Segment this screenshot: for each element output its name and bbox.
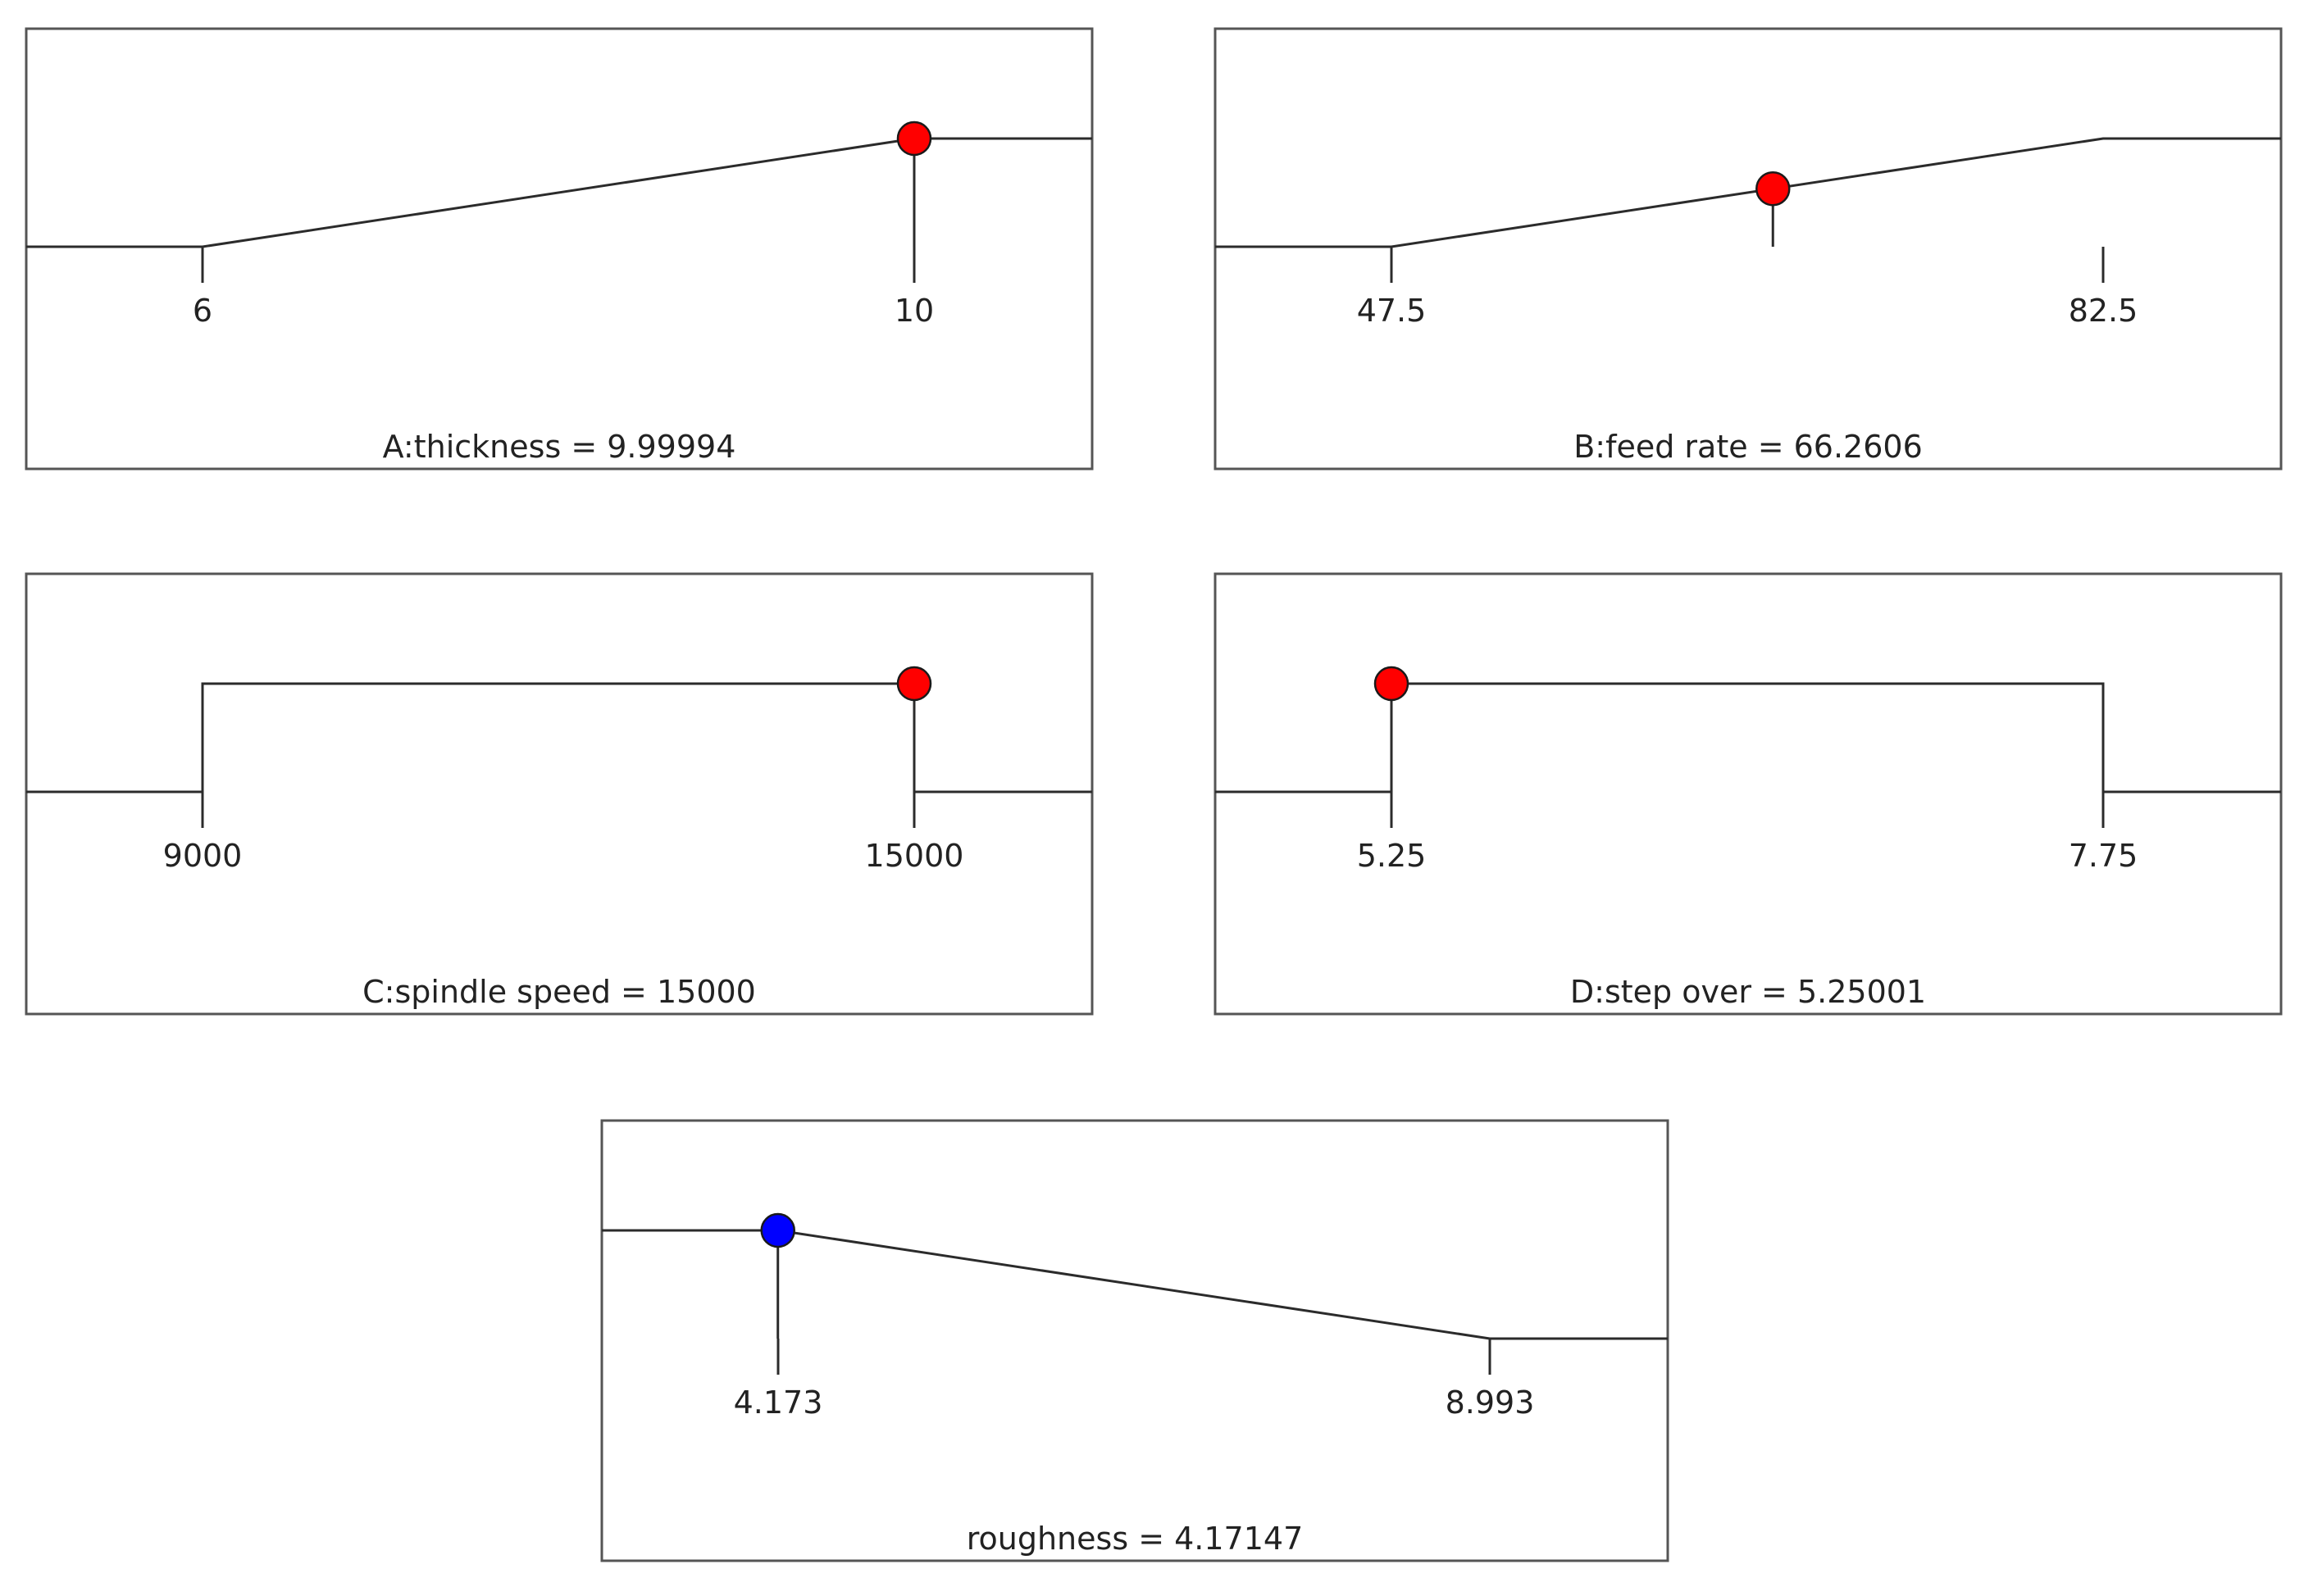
- step-over-high-tick-label: 7.75: [2069, 838, 2138, 874]
- feed-rate-panel-frame: [1213, 27, 2283, 471]
- feed-rate-desirability-line: [1215, 137, 2281, 248]
- thickness-desirability-line: [26, 137, 1092, 248]
- roughness-current-marker: [760, 1212, 795, 1248]
- spindle-speed-current-marker: [896, 666, 932, 702]
- feed-rate-low-tick-label: 47.5: [1357, 293, 1427, 329]
- thickness-panel-frame: [25, 27, 1094, 471]
- spindle-speed-desirability-line: [26, 682, 1092, 793]
- step-over-caption: D:step over = 5.25001: [1570, 974, 1926, 1010]
- roughness-low-tick-label: 4.173: [734, 1385, 823, 1421]
- step-over-desirability-line: [1215, 682, 2281, 793]
- roughness-panel-frame: [600, 1119, 1669, 1562]
- thickness-high-tick-label: 10: [895, 293, 934, 329]
- roughness-desirability-line: [602, 1229, 1668, 1340]
- roughness-high-tick-label: 8.993: [1446, 1385, 1535, 1421]
- thickness-low-tick-label: 6: [193, 293, 212, 329]
- thickness-caption: A:thickness = 9.99994: [383, 429, 736, 465]
- feed-rate-current-marker: [1755, 171, 1791, 207]
- step-over-panel-frame: [1213, 572, 2283, 1016]
- step-over-low-tick-label: 5.25: [1357, 838, 1427, 874]
- feed-rate-caption: B:feed rate = 66.2606: [1573, 429, 1923, 465]
- spindle-speed-high-tick-label: 15000: [865, 838, 964, 874]
- step-over-current-marker: [1373, 666, 1409, 702]
- feed-rate-high-tick-label: 82.5: [2069, 293, 2138, 329]
- spindle-speed-caption: C:spindle speed = 15000: [362, 974, 756, 1010]
- spindle-speed-panel-frame: [25, 572, 1094, 1016]
- spindle-speed-low-tick-label: 9000: [163, 838, 243, 874]
- roughness-caption: roughness = 4.17147: [967, 1521, 1304, 1557]
- thickness-current-marker: [896, 120, 932, 157]
